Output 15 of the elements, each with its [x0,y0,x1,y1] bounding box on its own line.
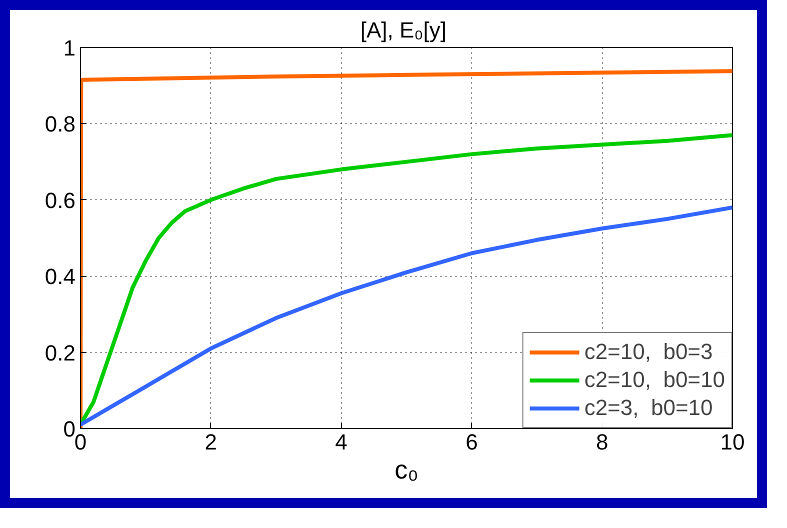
x-tick-label: 2 [204,430,218,454]
x-tick-label: 4 [335,430,348,454]
x-tick-label: 10 [720,430,745,454]
legend-label: c2=10, b0=10 [584,367,725,393]
x-axis-title: c₀ [394,454,418,484]
y-tick-label: 0.2 [44,340,76,366]
x-tick-label: 6 [466,430,478,454]
legend-label: c2=10, b0=3 [584,339,713,365]
y-tick-label: 0.4 [44,264,76,290]
chart-title: [A], E₀[y] [360,18,447,42]
y-tick-label: 0.8 [44,112,76,137]
legend-label: c2=3, b0=10 [584,395,713,421]
y-tick-label: 1 [63,36,76,60]
y-tick-label: 0.6 [44,188,76,213]
x-tick-label: 8 [596,430,608,454]
